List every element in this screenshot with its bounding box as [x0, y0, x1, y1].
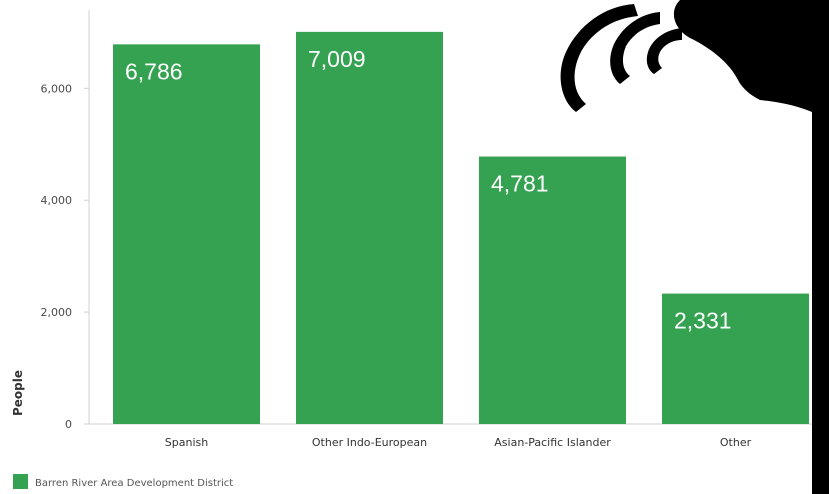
legend-swatch	[13, 474, 28, 489]
x-tick-label: Other Indo-European	[312, 436, 427, 449]
legend-label: Barren River Area Development District	[35, 478, 233, 489]
bar[interactable]	[113, 44, 260, 425]
bars	[113, 31, 809, 425]
bar-value-label: 4,781	[491, 171, 549, 197]
bar[interactable]	[662, 293, 809, 424]
bar-value-label: 6,786	[125, 58, 183, 84]
y-tick-label: 6,000	[41, 82, 73, 95]
bar-value-label: 7,009	[308, 46, 366, 72]
speech-waves-icon	[560, 0, 829, 494]
x-axis-labels: Spanish Other Indo-European Asian-Pacific …	[165, 436, 752, 449]
x-tick-label: Other	[720, 436, 752, 449]
bar[interactable]	[479, 156, 626, 424]
data-labels: 6,786 7,009 4,781 2,331	[125, 46, 732, 334]
x-tick-label: Spanish	[165, 436, 208, 449]
bar-value-label: 2,331	[674, 308, 732, 334]
bar[interactable]	[296, 31, 443, 424]
y-tick-label: 0	[65, 418, 72, 431]
y-axis-ticks: 0 2,000 4,000 6,000	[41, 82, 89, 431]
y-tick-label: 2,000	[41, 306, 73, 319]
y-axis-title: People	[11, 370, 25, 416]
x-tick-label: Asian-Pacific Islander	[494, 436, 611, 449]
legend[interactable]: Barren River Area Development District	[13, 474, 233, 489]
y-tick-label: 4,000	[41, 194, 73, 207]
